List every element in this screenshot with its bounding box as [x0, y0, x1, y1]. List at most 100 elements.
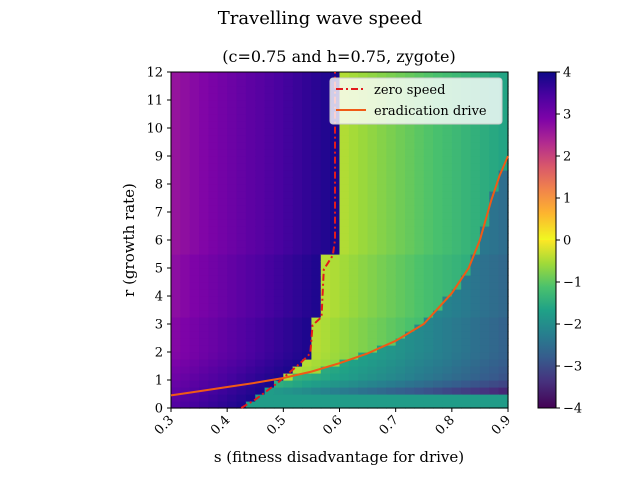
heatmap-cell — [451, 149, 462, 157]
heatmap-cell — [320, 93, 331, 101]
heatmap-cell — [442, 338, 453, 346]
heatmap-cell — [358, 261, 369, 269]
heatmap-cell — [386, 128, 397, 136]
heatmap-cell — [461, 149, 472, 157]
heatmap-cell — [273, 233, 284, 241]
heatmap-cell — [255, 226, 266, 234]
heatmap-cell — [255, 128, 266, 136]
heatmap-cell — [376, 401, 387, 409]
heatmap-cell — [367, 359, 378, 367]
heatmap-cell — [498, 254, 509, 262]
heatmap-cell — [330, 401, 341, 409]
heatmap-cell — [395, 345, 406, 353]
heatmap-cell — [180, 135, 191, 143]
heatmap-cell — [255, 310, 266, 318]
heatmap-cell — [180, 156, 191, 164]
heatmap-cell — [264, 142, 275, 150]
heatmap-cell — [217, 296, 228, 304]
heatmap-cell — [405, 338, 415, 346]
heatmap-cell — [498, 107, 509, 115]
heatmap-cell — [330, 261, 341, 269]
heatmap-cell — [180, 317, 191, 325]
heatmap-cell — [414, 289, 425, 297]
heatmap-cell — [489, 317, 500, 325]
heatmap-cell — [470, 198, 481, 206]
heatmap-cell — [199, 177, 210, 185]
heatmap-cell — [461, 156, 472, 164]
heatmap-cell — [180, 394, 191, 402]
heatmap-cell — [358, 170, 369, 178]
heatmap-cell — [283, 114, 294, 122]
heatmap-cell — [414, 219, 425, 227]
heatmap-cell — [171, 86, 181, 94]
y-tick-label: 3 — [155, 318, 163, 333]
heatmap-cell — [498, 352, 509, 360]
heatmap-cell — [189, 121, 200, 129]
heatmap-cell — [227, 275, 238, 283]
heatmap-cell — [255, 79, 266, 87]
heatmap-cell — [461, 240, 472, 248]
heatmap-cell — [302, 359, 313, 367]
heatmap-cell — [180, 128, 191, 136]
heatmap-cell — [180, 100, 191, 108]
heatmap-cell — [245, 163, 256, 171]
heatmap-cell — [217, 352, 228, 360]
heatmap-cell — [245, 394, 256, 402]
heatmap-cell — [498, 149, 509, 157]
heatmap-cell — [386, 359, 397, 367]
heatmap-cell — [180, 401, 191, 409]
heatmap-cell — [320, 240, 331, 248]
heatmap-cell — [423, 282, 434, 290]
heatmap-cell — [367, 121, 378, 129]
heatmap-cell — [489, 352, 500, 360]
heatmap-cell — [386, 268, 397, 276]
heatmap-cell — [367, 177, 378, 185]
heatmap-cell — [236, 261, 247, 269]
heatmap-cell — [208, 212, 219, 220]
heatmap-cell — [451, 359, 462, 367]
heatmap-cell — [283, 149, 294, 157]
heatmap-cell — [395, 135, 406, 143]
heatmap-cell — [189, 86, 200, 94]
heatmap-cell — [386, 226, 397, 234]
heatmap-cell — [217, 289, 228, 297]
heatmap-cell — [217, 142, 228, 150]
heatmap-cell — [199, 303, 210, 311]
heatmap-cell — [395, 219, 406, 227]
heatmap-cell — [171, 261, 181, 269]
heatmap-cell — [479, 268, 490, 276]
heatmap-cell — [264, 394, 275, 402]
heatmap-cell — [386, 387, 397, 395]
heatmap-cell — [236, 303, 247, 311]
heatmap-cell — [358, 254, 369, 262]
heatmap-cell — [320, 366, 331, 374]
heatmap-cell — [451, 233, 462, 241]
heatmap-cell — [423, 373, 434, 381]
heatmap-cell — [489, 205, 500, 213]
heatmap-cell — [376, 205, 387, 213]
heatmap-cell — [395, 149, 406, 157]
heatmap-cell — [245, 107, 256, 115]
heatmap-cell — [320, 338, 331, 346]
heatmap-cell — [376, 324, 387, 332]
heatmap-cell — [433, 170, 444, 178]
heatmap-cell — [423, 324, 434, 332]
heatmap-cell — [199, 100, 210, 108]
heatmap-cell — [489, 275, 500, 283]
heatmap-cell — [330, 352, 341, 360]
heatmap-cell — [423, 72, 434, 80]
heatmap-cell — [171, 205, 181, 213]
heatmap-cell — [376, 72, 387, 80]
heatmap-cell — [236, 345, 247, 353]
heatmap-cell — [302, 268, 313, 276]
heatmap-cell — [245, 373, 256, 381]
heatmap-cell — [199, 86, 210, 94]
heatmap-cell — [189, 324, 200, 332]
heatmap-cell — [479, 142, 490, 150]
heatmap-cell — [386, 345, 397, 353]
heatmap-cell — [423, 184, 434, 192]
heatmap-cell — [489, 184, 500, 192]
heatmap-cell — [264, 303, 275, 311]
